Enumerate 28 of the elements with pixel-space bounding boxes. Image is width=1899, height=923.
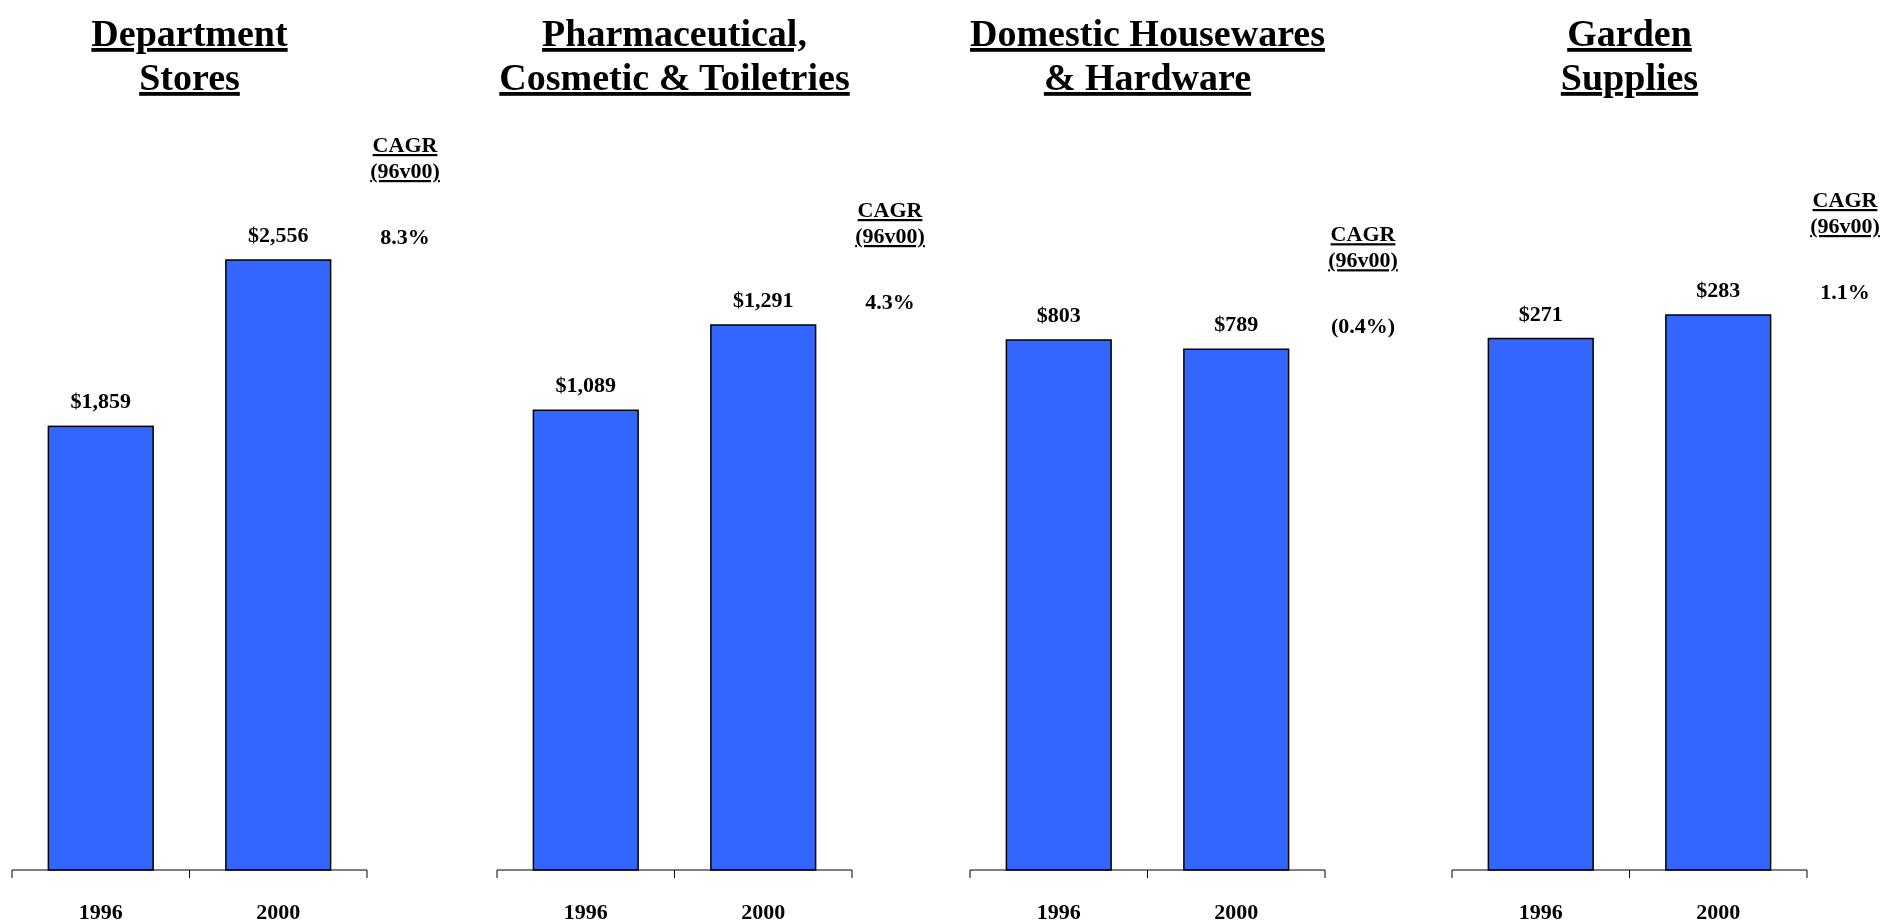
- chart-title: Pharmaceutical, Cosmetic & Toiletries: [499, 12, 850, 98]
- data-label: $1,291: [733, 287, 794, 312]
- chart-title: Department Stores: [91, 12, 288, 98]
- data-label: $789: [1214, 311, 1259, 337]
- text: CAGR (96v00): [1328, 221, 1398, 273]
- data-label: $1,859: [70, 388, 131, 414]
- data-label: $1,089: [555, 372, 616, 398]
- x-tick-label: 1996: [78, 899, 123, 923]
- x-tick-label: 1996: [563, 899, 608, 923]
- text: (0.4%): [1330, 313, 1396, 339]
- x-tick-label: 2000: [741, 899, 786, 923]
- text: CAGR (96v00): [855, 197, 925, 248]
- text: CAGR (96v00): [1810, 187, 1880, 238]
- x-tick-label: 2000: [1214, 899, 1259, 923]
- text: CAGR (96v00): [370, 132, 440, 183]
- data-label: $283: [1696, 277, 1741, 302]
- text: 8.3%: [380, 224, 430, 249]
- chart-title: Domestic Housewares & Hardware: [970, 12, 1325, 98]
- data-label: $2,556: [248, 222, 309, 247]
- x-tick-label: 1996: [1036, 899, 1081, 923]
- chart-title: Garden Supplies: [1560, 12, 1699, 98]
- data-label: $271: [1518, 300, 1563, 326]
- text: 1.1%: [1820, 279, 1870, 304]
- x-tick-label: 1996: [1518, 899, 1563, 923]
- text: 4.3%: [865, 289, 915, 314]
- x-tick-label: 2000: [1696, 899, 1741, 923]
- x-tick-label: 2000: [256, 899, 301, 923]
- data-label: $803: [1036, 302, 1081, 327]
